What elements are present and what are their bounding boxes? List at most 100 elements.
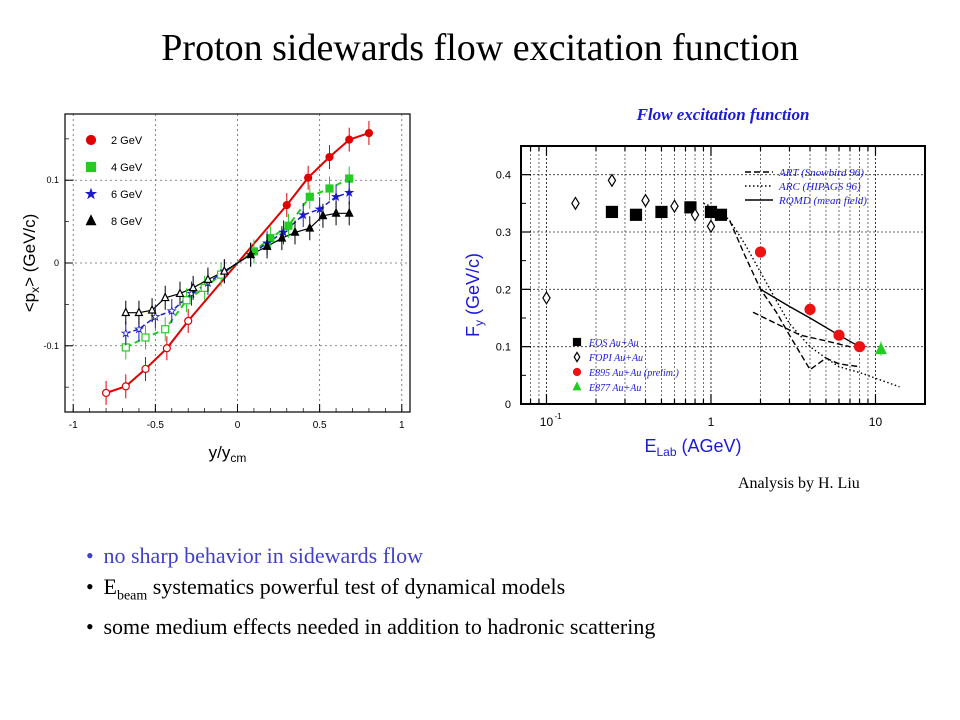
data-point (318, 210, 328, 220)
model-curve (703, 202, 900, 388)
legend-label: E895 Au+Au (prelim.) (588, 368, 679, 379)
reflected-point (147, 304, 157, 314)
data-point (629, 208, 643, 221)
data-point (246, 249, 256, 259)
data-point (305, 222, 315, 232)
data-point (571, 196, 580, 211)
x-tick-label: -1 (69, 420, 78, 431)
legend-label: 8 GeV (111, 216, 143, 228)
legend-marker (572, 367, 582, 377)
model-legend-label: ARC (HIPAGS 96) (778, 181, 861, 193)
data-point (331, 207, 341, 217)
data-point (804, 303, 816, 315)
data-point (605, 205, 619, 219)
left-chart-legend: 2 GeV 4 GeV 6 GeV 8 GeV (84, 134, 143, 228)
data-point (284, 221, 293, 230)
y-tick-label: 0.1 (496, 342, 511, 354)
bullet-text: systematics powerful test of dynamical m… (147, 574, 566, 599)
reflected-point (121, 382, 130, 391)
right-chart-title: Flow excitation function (636, 105, 810, 124)
legend-marker (85, 214, 97, 226)
legend-marker (572, 381, 582, 391)
bullet-prefix: E (103, 574, 117, 599)
fit-curve (125, 212, 350, 314)
reflected-point (141, 333, 150, 342)
data-point (875, 342, 887, 355)
fit-curve (125, 191, 350, 335)
reflected-point (101, 388, 111, 398)
page-title: Proton sidewards flow excitation functio… (161, 27, 799, 69)
data-point (704, 205, 718, 219)
y-tick-label: 0 (54, 258, 59, 268)
legend-label: 6 GeV (111, 189, 143, 201)
bullet-item: • no sharp behavior in sidewards flow (86, 543, 424, 568)
data-point (298, 209, 309, 220)
reflected-point (141, 364, 150, 374)
reflected-point (186, 288, 197, 298)
data-point (344, 207, 354, 217)
y-tick-label: 0.2 (496, 284, 511, 296)
right-chart: Flow excitation function 10 1 10-100.10.20… (463, 105, 926, 459)
data-point (278, 227, 289, 237)
data-point (290, 226, 300, 236)
bullet-list: • no sharp behavior in sidewards flow • … (86, 540, 655, 642)
data-point (345, 135, 354, 144)
legend-marker (84, 187, 98, 200)
model-legend-label: RQMD (mean field) (778, 195, 867, 207)
model-legend-label: ART (Snowbird 96) (778, 167, 864, 179)
bullet-text: no sharp behavior in sidewards flow (103, 543, 424, 568)
model-curve (752, 311, 851, 348)
reflected-point (203, 274, 213, 283)
reflected-point (166, 305, 177, 316)
data-point (690, 207, 700, 222)
right-chart-grid (520, 146, 926, 405)
data-point (706, 219, 716, 234)
left-chart: -1 -0.5 0 0.5 1 -0.1 0 0.1 2 GeV 4 GeV 6 GeV 8 GeV… (20, 113, 411, 465)
y-tick-label: 0.1 (46, 175, 59, 185)
reflected-point (160, 292, 170, 302)
legend-marker (85, 161, 97, 173)
y-tick-label: 0.3 (496, 227, 511, 239)
legend-marker (573, 351, 581, 363)
right-chart-ticks: 10 1 10-100.10.20.30.4 (496, 145, 926, 429)
data-point (325, 184, 334, 193)
x-tick-label: 1 (399, 420, 405, 431)
data-point (754, 246, 767, 258)
left-chart-marks (101, 121, 374, 405)
reflected-point (134, 307, 144, 317)
reflected-point (188, 282, 198, 292)
data-point (282, 200, 291, 210)
data-point (304, 173, 313, 182)
left-chart-ticks: -1 -0.5 0 0.5 1 -0.1 0 0.1 (43, 138, 405, 431)
data-point (277, 232, 287, 242)
reflected-point (120, 328, 131, 338)
x-tick-exponent: -1 (554, 412, 562, 421)
reflected-point (175, 288, 185, 298)
data-point (344, 187, 355, 197)
reflected-point (121, 307, 131, 317)
right-chart-xlabel: ELab (AGeV) (644, 436, 741, 459)
right-chart-legend: ART (Snowbird 96) ARC (HIPAGS 96) RQMD (me… (572, 167, 867, 394)
right-chart-models (703, 202, 900, 388)
x-tick-label: 10 (869, 415, 883, 429)
reflected-point (182, 296, 191, 305)
data-point (670, 199, 679, 214)
reflected-point (184, 316, 193, 326)
reflected-point (219, 265, 229, 275)
legend-marker (572, 337, 582, 347)
reflected-point (162, 344, 171, 353)
right-chart-ylabel: Fy (GeV/c) (463, 253, 486, 337)
reflected-point (161, 325, 170, 334)
data-point (331, 191, 342, 202)
bullet-item: • Ebeam systematics powerful test of dyn… (86, 574, 566, 604)
model-curve (729, 220, 860, 371)
data-point (262, 240, 272, 250)
x-tick-label: -0.5 (147, 420, 165, 431)
bullet-text: some medium effects needed in addition t… (103, 614, 656, 640)
left-chart-xlabel: y/ycm (209, 443, 247, 465)
x-tick-label: 0 (235, 420, 241, 431)
legend-label: 4 GeV (111, 162, 143, 174)
data-point (684, 201, 697, 214)
x-tick-label: 0.5 (313, 420, 327, 431)
data-point (641, 193, 650, 208)
